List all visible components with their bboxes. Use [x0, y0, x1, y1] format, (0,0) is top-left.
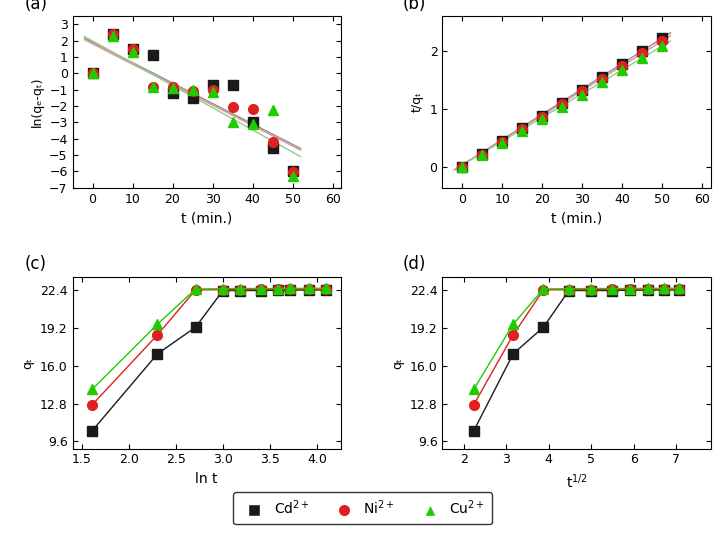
X-axis label: t$^{1/2}$: t$^{1/2}$ — [566, 472, 587, 491]
X-axis label: t (min.): t (min.) — [181, 211, 232, 225]
X-axis label: t (min.): t (min.) — [551, 211, 602, 225]
Y-axis label: ln(qₑ-qₜ): ln(qₑ-qₜ) — [30, 76, 44, 127]
X-axis label: ln t: ln t — [195, 472, 218, 486]
Y-axis label: t/qₜ: t/qₜ — [411, 91, 424, 112]
Y-axis label: qₜ: qₜ — [392, 357, 405, 368]
Text: (c): (c) — [24, 255, 46, 273]
Text: (a): (a) — [24, 0, 47, 13]
Y-axis label: qₜ: qₜ — [21, 357, 34, 368]
Legend: Cd$^{2+}$, Ni$^{2+}$, Cu$^{2+}$: Cd$^{2+}$, Ni$^{2+}$, Cu$^{2+}$ — [233, 492, 492, 524]
Text: (d): (d) — [402, 255, 426, 273]
Text: (b): (b) — [402, 0, 426, 13]
